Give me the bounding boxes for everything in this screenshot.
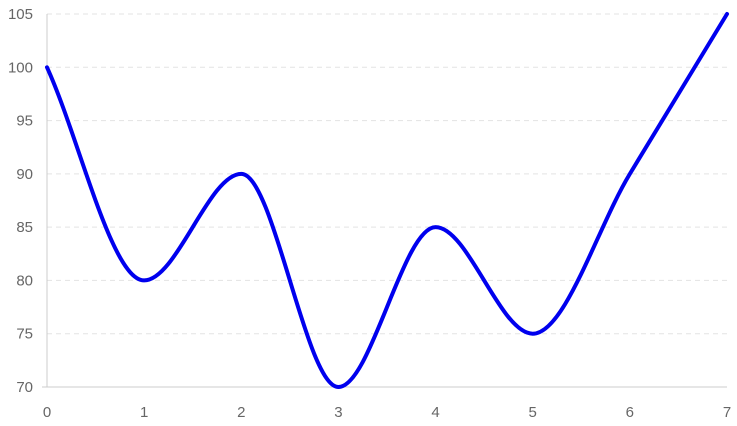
y-tick-label: 85 (16, 219, 33, 236)
x-tick-label: 7 (723, 404, 731, 421)
y-tick-label: 90 (16, 166, 33, 183)
y-tick-labels: 70 75 80 85 90 95 100 105 (8, 6, 33, 396)
y-tick-label: 100 (8, 59, 33, 76)
axes (42, 14, 727, 388)
x-tick-label: 2 (237, 404, 245, 421)
y-tick-label: 105 (8, 6, 33, 23)
series-lines (45, 12, 729, 389)
grid-lines (47, 13, 727, 335)
x-tick-label: 1 (140, 404, 148, 421)
x-tick-label: 3 (334, 404, 342, 421)
x-tick-label: 0 (43, 404, 51, 421)
y-tick-label: 95 (16, 113, 33, 130)
y-tick-label: 80 (16, 272, 33, 289)
y-tick-label: 70 (16, 379, 33, 396)
x-tick-labels: 0 1 2 3 4 5 6 7 (43, 404, 731, 421)
series-line-0 (45, 12, 729, 389)
y-tick-label: 75 (16, 326, 33, 343)
x-tick-label: 5 (529, 404, 537, 421)
x-tick-label: 4 (431, 404, 439, 421)
x-tick-label: 6 (626, 404, 634, 421)
